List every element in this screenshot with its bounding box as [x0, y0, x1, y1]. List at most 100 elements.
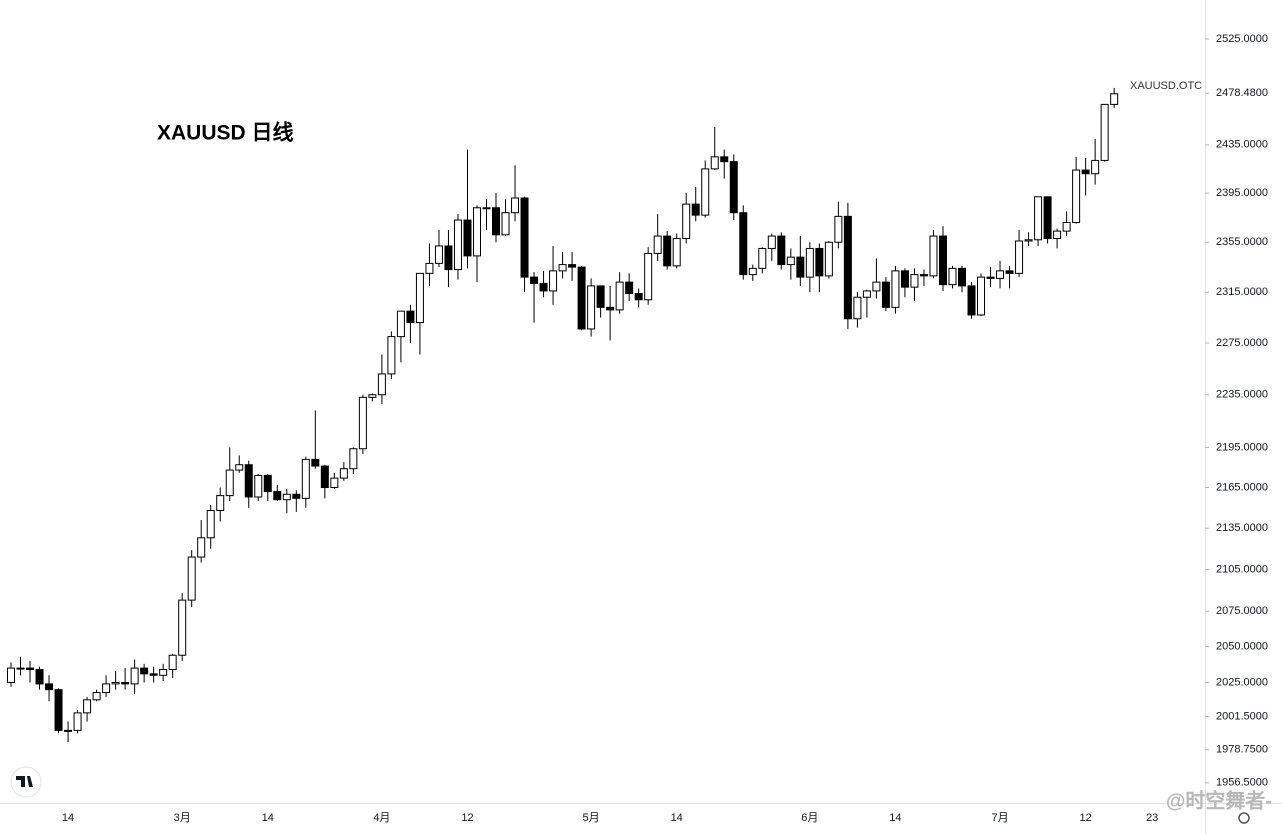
candle-body [197, 537, 206, 558]
candle-body [492, 207, 501, 236]
candle-body [225, 469, 234, 497]
candle-body [168, 654, 177, 671]
y-tick-label: 2105.0000 [1216, 563, 1268, 575]
candle-body [919, 274, 928, 277]
x-tick-label: 12 [461, 812, 473, 824]
candle-body [463, 219, 472, 257]
chart-title: XAUUSD 日线 [157, 121, 294, 145]
candle-body [83, 699, 92, 714]
settings-icon[interactable] [1238, 812, 1250, 824]
candle-body [1110, 93, 1119, 105]
candle-body [35, 669, 44, 685]
candle-body [1081, 169, 1090, 175]
candle-body [530, 276, 539, 284]
candle-body [130, 667, 139, 685]
candle-body [758, 247, 767, 269]
candle-body [853, 296, 862, 320]
candle-body [587, 285, 596, 330]
candle-body [1053, 230, 1062, 240]
candle-body [187, 556, 196, 601]
y-tick-label: 1978.7500 [1216, 744, 1268, 756]
y-tick-label: 2025.0000 [1216, 676, 1268, 688]
x-tick-label: 12 [1080, 812, 1092, 824]
candle-body [45, 683, 54, 691]
candle-body [16, 667, 25, 670]
candle-body [872, 281, 881, 292]
candle-body [644, 252, 653, 301]
x-tick-label: 6月 [801, 812, 818, 824]
candle-body [206, 510, 215, 539]
candle-body [672, 238, 681, 267]
candle-body [539, 282, 548, 292]
candle-body [111, 681, 120, 685]
candle-body [710, 156, 719, 170]
candle-body [358, 396, 367, 450]
candle-body [1024, 239, 1033, 242]
candle-body [254, 474, 263, 498]
candle-body [320, 465, 329, 489]
candle-body [273, 491, 282, 501]
candle-body [834, 215, 843, 243]
candle-body [777, 235, 786, 266]
candle-body [425, 262, 434, 274]
candle-body [339, 468, 348, 479]
candle-body [634, 292, 643, 301]
candle-body [558, 264, 567, 272]
y-tick-label: 2435.0000 [1216, 139, 1268, 151]
x-tick-label: 14 [889, 812, 901, 824]
candle-body [26, 667, 35, 671]
candle-body [64, 729, 73, 732]
candle-body [244, 464, 253, 498]
candle-body [739, 212, 748, 276]
x-tick-label: 23 [1146, 812, 1158, 824]
watermark: @时空舞者- [1166, 788, 1272, 812]
x-tick-label: 5月 [583, 812, 600, 824]
candle-body [149, 673, 158, 676]
candle-body [453, 219, 462, 271]
candle-body [444, 245, 453, 271]
candle-body [796, 256, 805, 278]
candle-body [549, 270, 558, 292]
candle-body [121, 681, 130, 685]
y-tick-label: 2355.0000 [1216, 236, 1268, 248]
candle-body [1072, 169, 1081, 223]
candle-body [511, 197, 520, 214]
candle-body [653, 235, 662, 254]
candle-body [282, 493, 291, 501]
candle-body [606, 306, 615, 311]
candle-body [862, 290, 871, 298]
candle-body [434, 245, 443, 264]
candle-body [767, 235, 776, 249]
y-tick-label: 2135.0000 [1216, 522, 1268, 534]
candle-body [977, 276, 986, 316]
y-tick-label: 2001.5000 [1216, 710, 1268, 722]
candle-body [1005, 270, 1014, 274]
candle-body [292, 493, 301, 499]
candle-body [415, 272, 424, 324]
candle-body [967, 285, 976, 316]
candle-body [881, 281, 890, 308]
candle-body [910, 274, 919, 288]
candle-body [786, 256, 795, 266]
candle-body [929, 235, 938, 277]
x-tick-label: 3月 [174, 812, 191, 824]
candle-body [701, 168, 710, 216]
candle-body [54, 689, 63, 731]
y-tick-label: 2050.0000 [1216, 641, 1268, 653]
y-tick-label: 2395.0000 [1216, 187, 1268, 199]
candle-body [948, 267, 957, 286]
candle-body [815, 247, 824, 277]
candle-body [159, 669, 168, 676]
candle-body [387, 336, 396, 375]
candle-body [349, 448, 358, 470]
y-tick-label: 2525.0000 [1216, 33, 1268, 45]
candle-body [311, 458, 320, 467]
y-tick-label: 2478.4800 [1216, 87, 1268, 99]
candle-body [805, 247, 814, 278]
y-tick-label: 1956.5000 [1216, 777, 1268, 789]
candle-body [568, 264, 577, 268]
candle-body [720, 156, 729, 163]
x-tick-label: 14 [671, 812, 683, 824]
candle-body [140, 667, 149, 675]
